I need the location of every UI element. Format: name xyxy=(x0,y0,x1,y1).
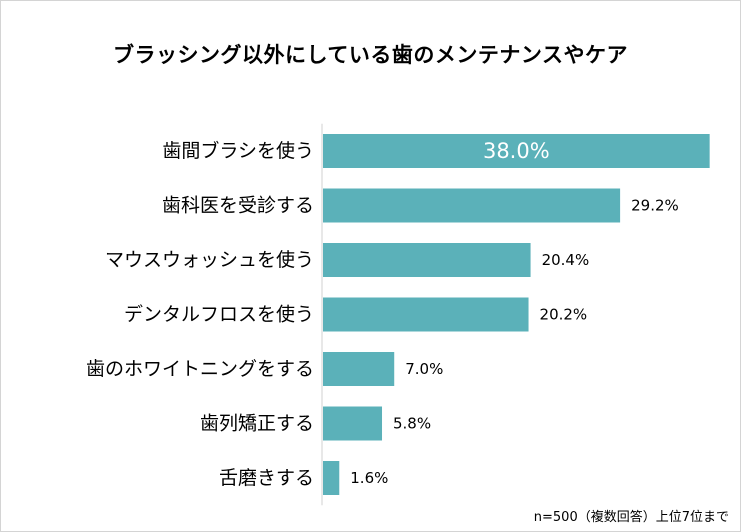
bar xyxy=(323,134,710,168)
data-label: 7.0% xyxy=(405,360,443,378)
sample-note: n=500（複数回答）上位7位まで xyxy=(533,510,729,525)
category-label: 歯のホワイトニングをする xyxy=(86,358,314,380)
category-label: デンタルフロスを使う xyxy=(124,304,314,326)
data-label: 5.8% xyxy=(393,415,431,433)
data-label: 38.0% xyxy=(483,139,550,163)
chart-title: ブラッシング以外にしている歯のメンテナンスやケア xyxy=(113,43,628,67)
data-label: 1.6% xyxy=(350,469,388,487)
bar xyxy=(323,461,340,495)
category-label: 舌磨きする xyxy=(219,467,314,489)
bar xyxy=(323,243,531,277)
category-label: 歯間ブラシを使う xyxy=(162,139,314,162)
bar xyxy=(323,188,621,223)
category-label: 歯科医を受診する xyxy=(162,195,314,217)
bar xyxy=(323,297,529,332)
data-label: 20.4% xyxy=(542,251,590,269)
bar xyxy=(323,406,383,441)
category-label: 歯列矯正する xyxy=(200,413,314,435)
data-label: 29.2% xyxy=(631,197,679,215)
bar xyxy=(323,352,395,386)
category-label: マウスウォッシュを使う xyxy=(105,249,314,271)
data-label: 20.2% xyxy=(540,306,588,324)
